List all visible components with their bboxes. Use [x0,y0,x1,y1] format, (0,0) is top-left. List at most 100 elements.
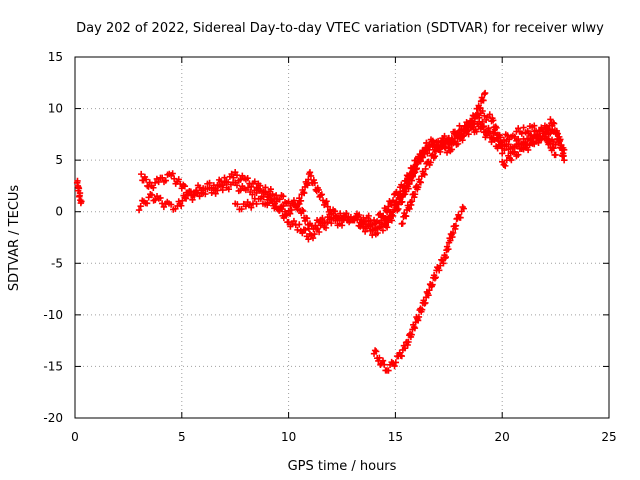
data-point-marker [135,206,143,214]
data-point-marker [443,149,451,156]
data-point-marker [404,341,411,349]
data-point-marker [267,196,274,203]
data-point-marker [545,127,552,134]
data-point-marker [408,198,416,205]
data-point-marker [518,130,525,137]
data-point-marker [331,208,339,215]
data-point-marker [202,190,209,198]
data-point-marker [541,134,549,142]
data-point-marker [414,317,422,324]
data-point-marker [383,218,391,226]
data-point-marker [142,176,150,183]
data-point-marker [286,210,294,217]
data-point-marker [152,196,159,204]
data-point-marker [177,180,184,188]
data-point-marker [422,165,429,173]
data-point-marker [425,292,432,299]
data-point-marker [244,175,251,182]
data-point-marker [299,207,307,215]
data-point-marker [556,137,563,145]
data-point-marker [323,198,330,205]
x-tick-label: 25 [601,430,616,444]
data-point-marker [411,191,419,198]
data-point-marker [411,324,419,332]
data-point-marker [427,159,434,166]
data-point-marker [177,202,185,209]
series-arc-6 [398,89,489,227]
x-tick-label: 5 [178,430,186,444]
data-point-marker [388,217,396,224]
data-point-marker [457,214,464,221]
y-tick-label: -20 [43,411,63,425]
data-point-marker [303,180,310,188]
data-point-marker [167,201,175,208]
data-point-marker [377,217,385,224]
x-tick-label: 20 [495,430,510,444]
data-point-marker [256,187,264,194]
x-tick-label: 10 [281,430,296,444]
data-point-marker [285,218,292,226]
data-point-marker [388,211,396,219]
data-point-marker [438,256,445,263]
data-point-marker [242,203,250,210]
data-point-marker [420,170,427,177]
data-point-marker [481,112,488,119]
data-point-marker [447,237,454,244]
data-point-marker [262,189,269,196]
data-point-marker [560,156,568,164]
data-point-marker [318,191,326,198]
data-point-marker [376,354,383,361]
data-point-marker [315,186,322,194]
data-point-marker [249,191,256,198]
data-point-marker [319,219,326,227]
data-point-marker [187,188,195,195]
data-point-marker [505,146,512,153]
data-point-marker [303,215,311,222]
data-point-marker [501,146,508,154]
data-point-marker [479,118,486,126]
data-point-marker [431,152,439,160]
data-point-marker [531,140,538,148]
data-point-marker [401,184,409,192]
data-point-marker [515,151,522,158]
data-point-marker [421,150,428,158]
data-point-marker [432,274,439,281]
data-point-marker [150,184,157,191]
series-arc-7 [499,116,568,170]
data-point-marker [547,116,554,123]
data-point-marker [299,229,306,237]
data-point-marker [143,200,151,207]
data-point-marker [237,187,244,194]
data-point-marker [437,262,444,269]
data-point-marker [430,139,438,146]
data-point-marker [78,198,85,205]
plot-frame [74,56,610,419]
chart-title: Day 202 of 2022, Sidereal Day-to-day VTE… [76,21,604,36]
data-point-marker [524,127,532,135]
data-point-marker [225,186,232,193]
data-point-marker [160,203,168,211]
data-point-marker [179,197,186,204]
data-point-marker [558,145,565,152]
data-point-marker [458,133,465,140]
data-point-marker [389,208,397,215]
data-point-marker [392,359,400,366]
data-point-marker [508,156,515,164]
data-point-marker [445,245,452,253]
data-point-marker [486,111,493,118]
data-point-marker [337,210,344,217]
data-point-marker [481,90,488,98]
data-point-marker [370,221,378,228]
data-point-marker [495,137,502,145]
data-point-marker [422,299,429,307]
data-point-marker [372,348,380,355]
data-point-marker [371,347,379,354]
y-axis-title: SDTVAR / TECUs [7,185,22,292]
data-point-marker [426,143,433,150]
data-point-marker [272,192,280,199]
data-point-marker [499,150,506,157]
data-point-marker [385,214,392,222]
data-point-marker [206,184,213,192]
data-point-marker [257,195,265,202]
